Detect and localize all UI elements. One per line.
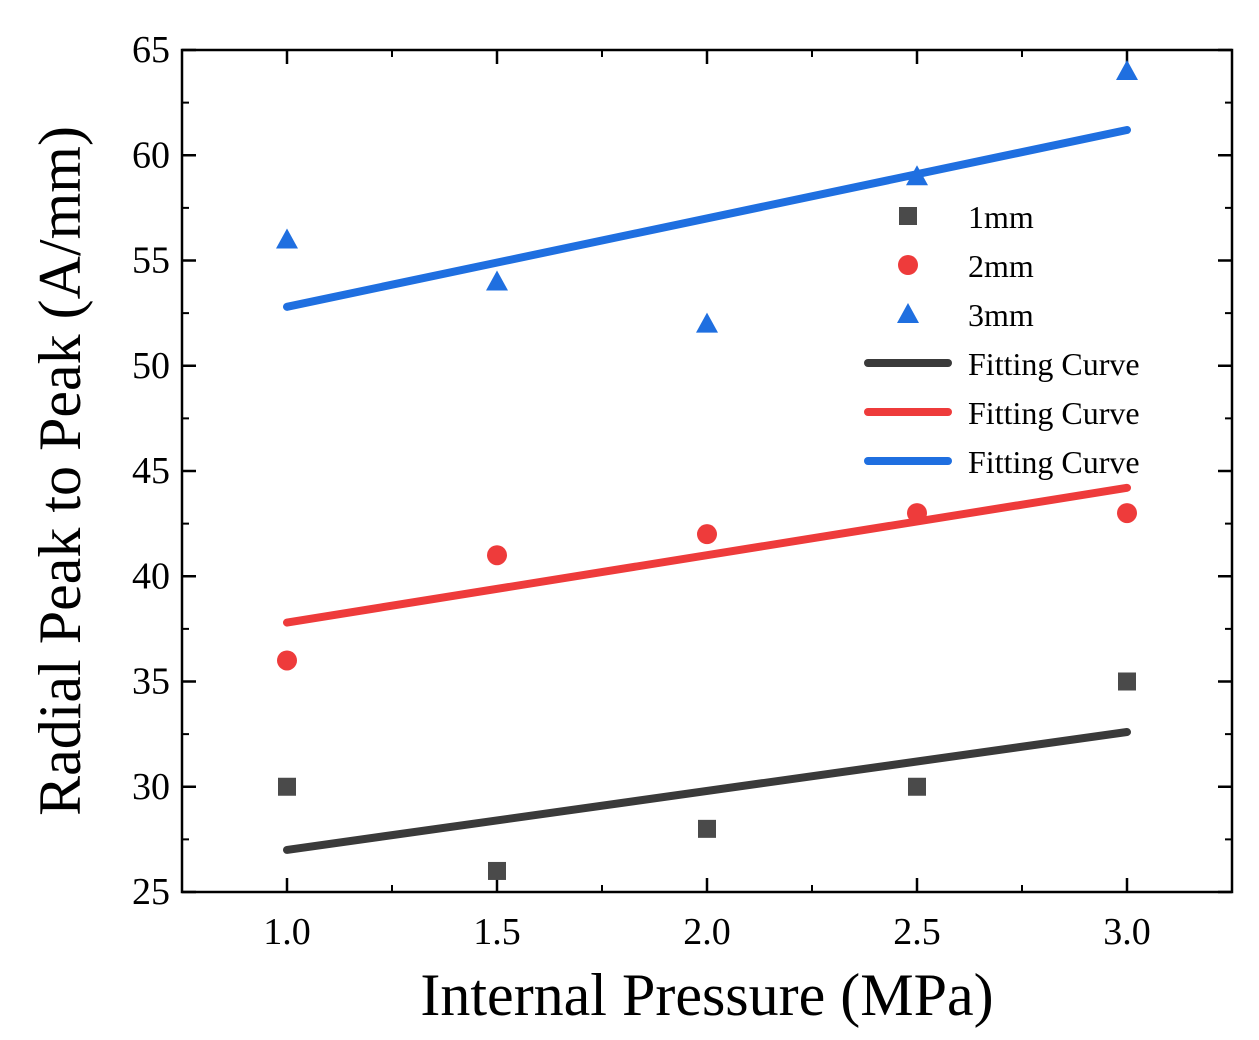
- x-tick-label: 1.0: [263, 911, 311, 953]
- x-tick-label: 2.5: [893, 911, 941, 953]
- point-2mm: [697, 524, 717, 545]
- y-tick-label: 40: [132, 555, 170, 597]
- y-tick-label: 60: [132, 134, 170, 176]
- legend-label-fit-2: Fitting Curve: [968, 395, 1140, 431]
- fit-line-2mm: [283, 483, 1131, 627]
- fit-line-3mm: [283, 125, 1131, 311]
- point-3mm: [906, 165, 928, 186]
- point-1mm: [488, 861, 506, 880]
- point-2mm: [487, 545, 507, 566]
- y-tick-label: 35: [132, 661, 170, 703]
- x-axis-title: Internal Pressure (MPa): [420, 962, 993, 1028]
- fit-line-1mm: [283, 728, 1131, 854]
- legend-marker-3mm: [897, 303, 919, 323]
- point-1mm: [278, 777, 296, 796]
- legend-label-2mm: 2mm: [968, 248, 1034, 284]
- point-2mm: [907, 503, 927, 524]
- fit-lines: [283, 125, 1131, 854]
- legend-label-3mm: 3mm: [968, 297, 1034, 333]
- legend-label-fit-3: Fitting Curve: [968, 444, 1140, 480]
- data-points: [276, 60, 1138, 880]
- y-tick-label: 55: [132, 240, 170, 282]
- point-2mm: [277, 650, 297, 671]
- point-2mm: [1117, 503, 1137, 524]
- axis-ticks: 1.0 1.5 2.0 2.5 3.0 25 30 35 40 45 50 55 60 65: [132, 29, 1232, 953]
- y-tick-label: 50: [132, 345, 170, 387]
- legend-label-fit-1: Fitting Curve: [968, 346, 1140, 382]
- legend-label-1mm: 1mm: [968, 199, 1034, 235]
- y-tick-label: 30: [132, 766, 170, 808]
- point-3mm: [696, 312, 718, 333]
- legend: 1mm 2mm 3mm Fitting Curve Fitting Curve Fitti…: [864, 199, 1140, 480]
- legend-marker-2mm: [898, 255, 918, 275]
- y-tick-label: 45: [132, 450, 170, 492]
- legend-marker-1mm: [899, 207, 917, 225]
- point-3mm: [486, 270, 508, 291]
- point-1mm: [908, 777, 926, 796]
- point-1mm: [1118, 672, 1136, 691]
- point-1mm: [698, 819, 716, 838]
- x-tick-label: 2.0: [683, 911, 731, 953]
- y-tick-label: 65: [132, 29, 170, 71]
- x-tick-label: 3.0: [1103, 911, 1151, 953]
- point-3mm: [276, 228, 298, 249]
- point-3mm: [1116, 60, 1138, 81]
- y-axis-title: Radial Peak to Peak (A/mm): [27, 126, 93, 816]
- y-tick-label: 25: [132, 871, 170, 913]
- x-tick-label: 1.5: [473, 911, 521, 953]
